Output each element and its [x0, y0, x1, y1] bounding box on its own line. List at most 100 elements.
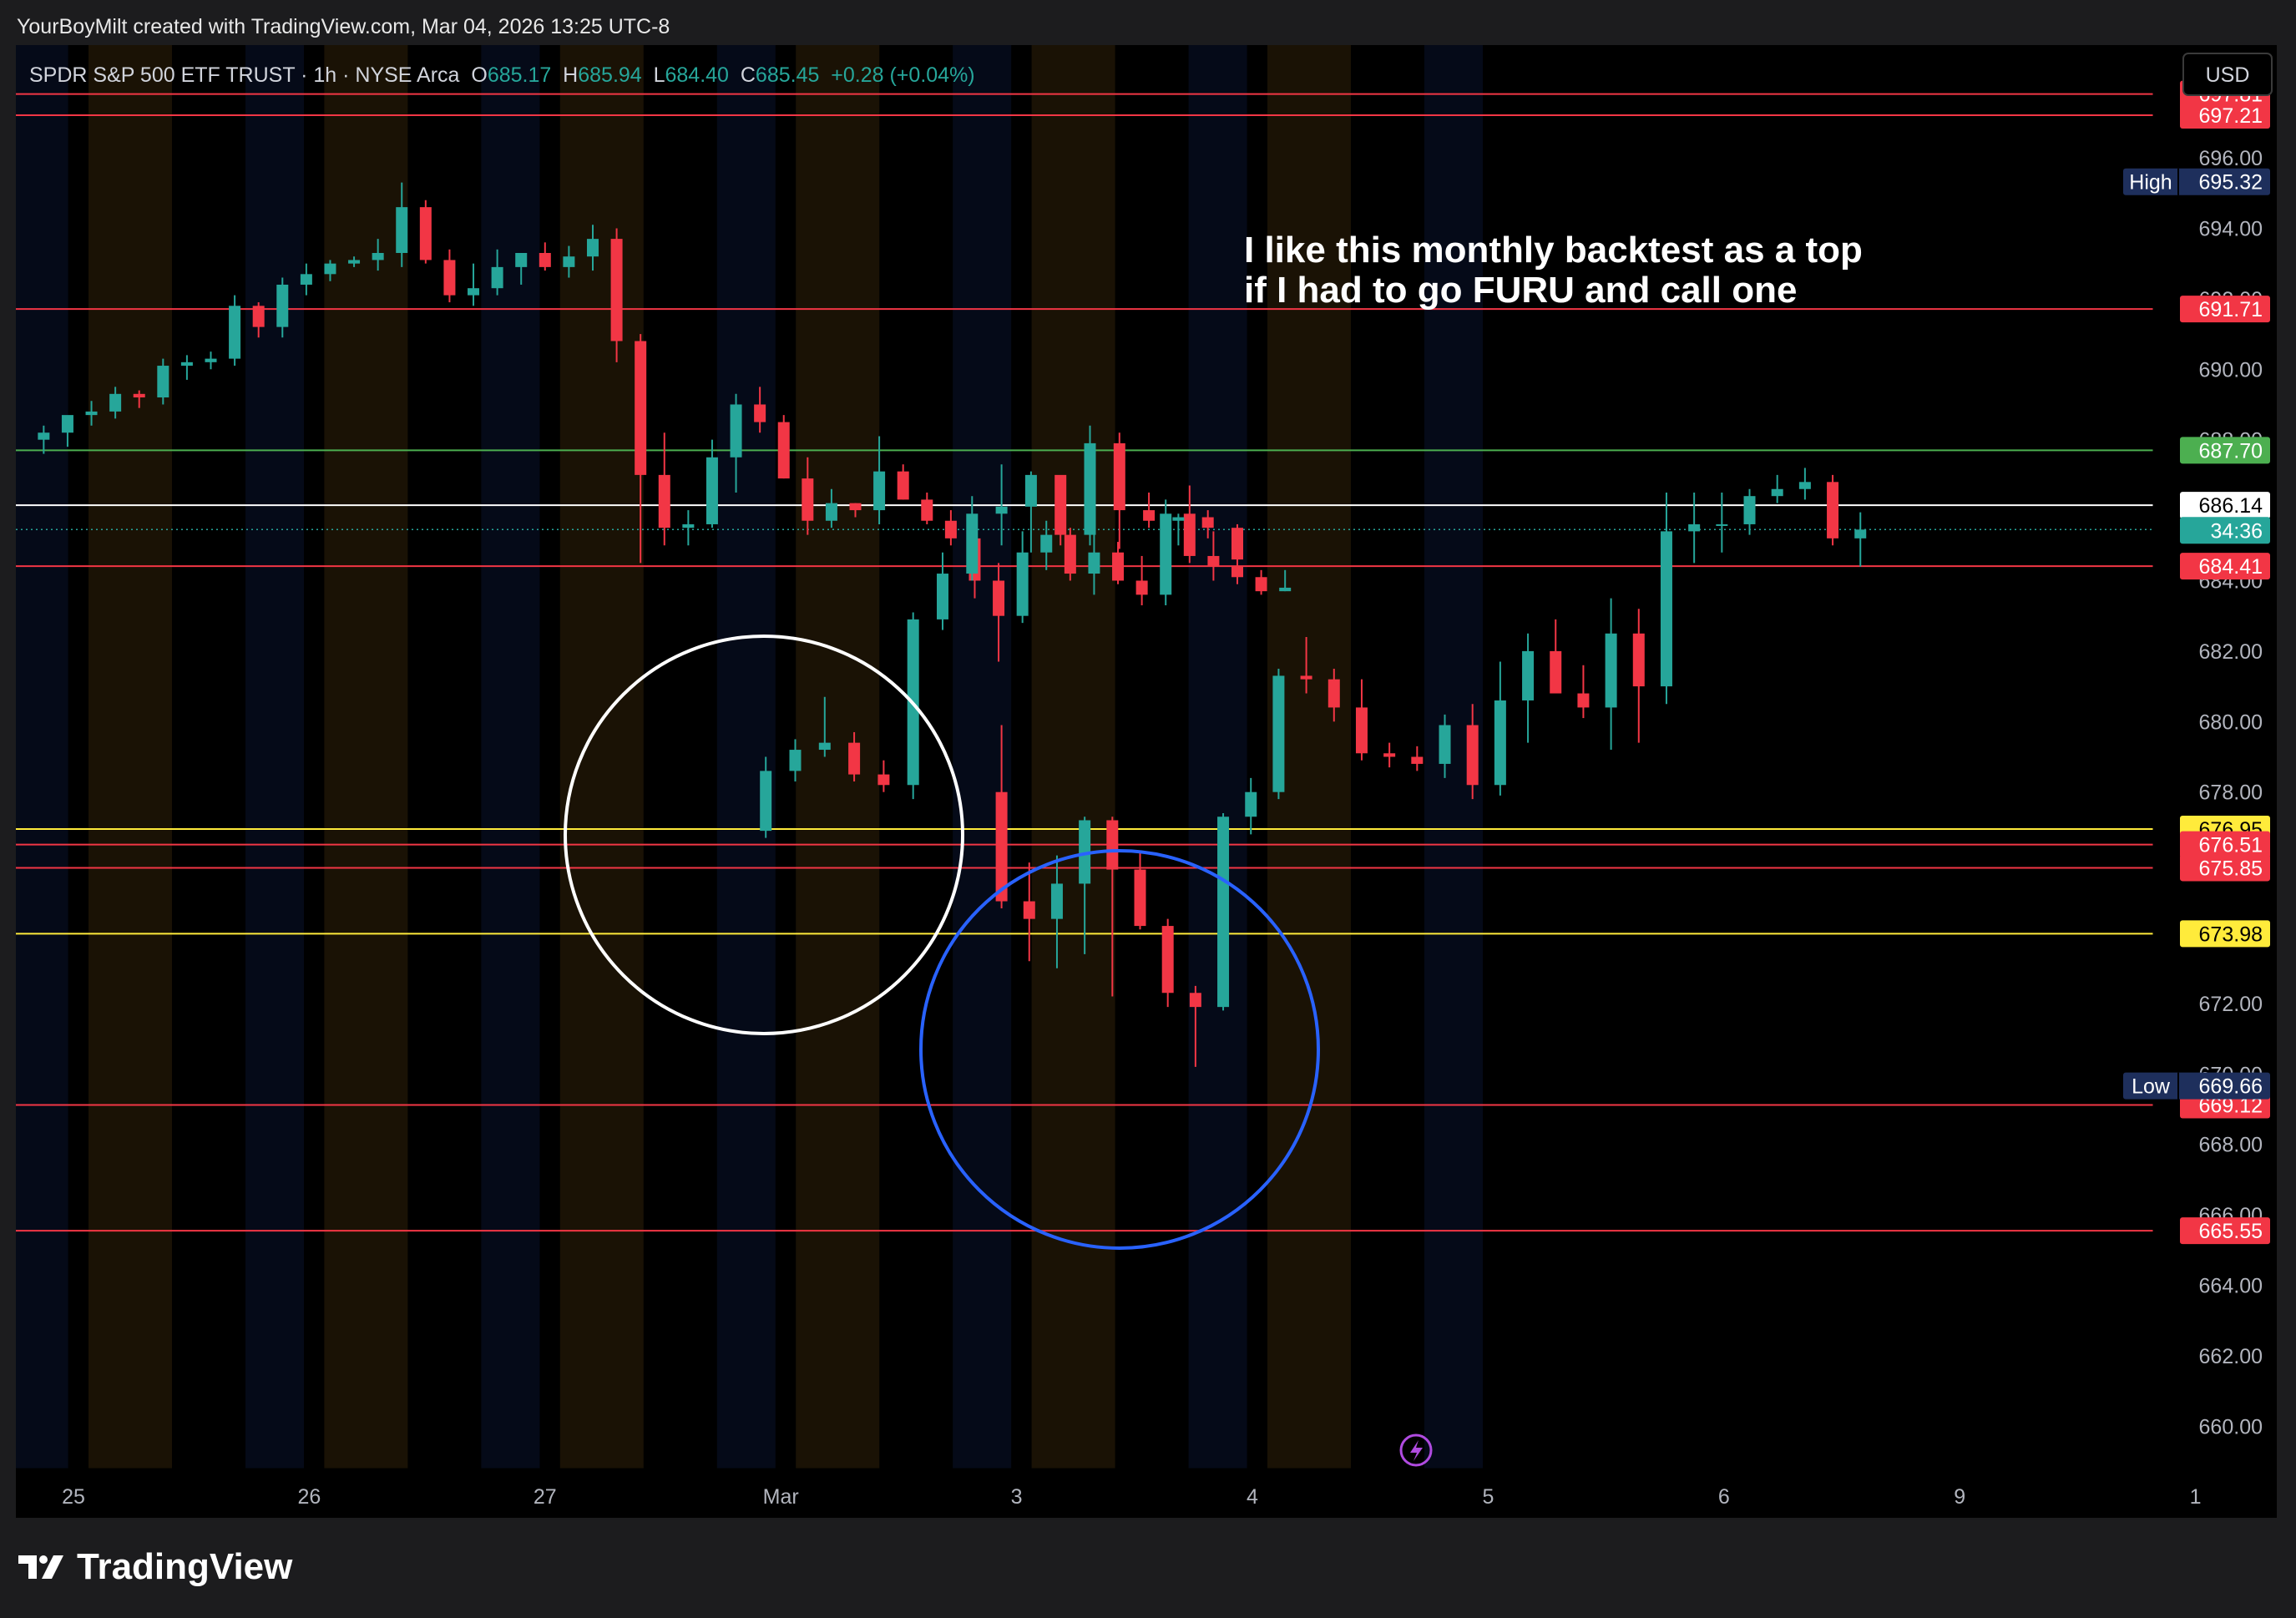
candle-body[interactable] [1632, 633, 1645, 687]
price-level-badge[interactable]: 665.55 [2180, 1217, 2270, 1245]
candle-body[interactable] [937, 574, 948, 619]
currency-button[interactable]: USD [2182, 53, 2273, 96]
candle-body[interactable] [802, 478, 814, 521]
candle-body[interactable] [705, 457, 718, 524]
candle-body[interactable] [133, 393, 145, 398]
candle-body[interactable] [1112, 552, 1125, 581]
candle-body[interactable] [1522, 650, 1535, 700]
price-level-badge[interactable]: 697.21 [2180, 101, 2270, 129]
symbol-legend[interactable]: SPDR S&P 500 ETF TRUST · 1h · NYSE Arca … [29, 63, 975, 87]
candle-body[interactable] [1189, 993, 1201, 1008]
candle-body[interactable] [1079, 820, 1091, 884]
candle-body[interactable] [993, 580, 1005, 616]
candle-body[interactable] [1160, 513, 1172, 595]
candle-body[interactable] [1135, 580, 1148, 595]
annotation-circle-blue[interactable] [919, 849, 1320, 1250]
candle-body[interactable] [229, 306, 241, 359]
candle-body[interactable] [1272, 675, 1285, 792]
candle-body[interactable] [324, 263, 336, 275]
candle-body[interactable] [38, 432, 50, 440]
price-level-badge[interactable]: 686.14 [2180, 492, 2270, 519]
candle-body[interactable] [1827, 482, 1839, 538]
candle-body[interactable] [1279, 587, 1292, 592]
candle-body[interactable] [1660, 531, 1672, 687]
candle-body[interactable] [1113, 442, 1125, 511]
candle-body[interactable] [730, 404, 742, 458]
candle-body[interactable] [1084, 442, 1096, 535]
candle-body[interactable] [1016, 552, 1029, 616]
candle-body[interactable] [1231, 528, 1243, 560]
candle-body[interactable] [635, 341, 647, 475]
candle-body[interactable] [563, 256, 575, 267]
countdown-badge[interactable]: 34:36 [2180, 517, 2270, 544]
candle-body[interactable] [995, 791, 1008, 902]
candle-body[interactable] [443, 260, 456, 296]
lightning-icon[interactable] [1399, 1433, 1433, 1467]
candle-body[interactable] [1383, 753, 1396, 757]
price-level-badge[interactable]: 675.85 [2180, 854, 2270, 882]
candle-body[interactable] [276, 284, 289, 327]
candle-body[interactable] [205, 358, 217, 362]
candle-body[interactable] [995, 506, 1008, 514]
candle-body[interactable] [300, 274, 312, 285]
candle-body[interactable] [109, 393, 122, 412]
candle-body[interactable] [877, 774, 890, 786]
candle-body[interactable] [157, 366, 169, 398]
candle-body[interactable] [1245, 791, 1257, 817]
candle-body[interactable] [1207, 555, 1220, 567]
annotation-circle-white[interactable] [564, 635, 964, 1035]
candle-body[interactable] [1040, 534, 1053, 553]
candle-body[interactable] [944, 520, 957, 538]
candle-body[interactable] [921, 499, 933, 521]
candle-body[interactable] [1161, 926, 1174, 994]
candle-body[interactable] [1743, 496, 1756, 524]
candle-body[interactable] [468, 288, 480, 296]
candle-body[interactable] [61, 415, 73, 433]
candle-body[interactable] [1411, 756, 1424, 764]
candle-body[interactable] [1439, 725, 1451, 764]
candle-body[interactable] [539, 252, 551, 267]
candle-body[interactable] [1854, 529, 1867, 538]
candle-body[interactable] [252, 306, 265, 327]
candle-body[interactable] [1088, 552, 1100, 574]
candle-body[interactable] [658, 474, 670, 528]
candle-body[interactable] [491, 266, 503, 289]
candle-body[interactable] [1494, 700, 1506, 786]
candle-body[interactable] [789, 750, 802, 771]
candle-body[interactable] [1466, 725, 1479, 786]
candle-body[interactable] [1300, 675, 1312, 680]
candle-body[interactable] [1201, 517, 1214, 528]
candle-body[interactable] [1255, 577, 1267, 592]
candle-body[interactable] [1328, 679, 1340, 708]
candle-body[interactable] [1605, 633, 1617, 708]
candle-body[interactable] [1064, 534, 1076, 574]
candle-body[interactable] [1771, 488, 1783, 497]
price-level-badge[interactable]: 687.70 [2180, 437, 2270, 464]
candle-body[interactable] [777, 422, 790, 479]
candle-body[interactable] [1050, 883, 1063, 919]
candle-body[interactable] [180, 362, 193, 367]
candle-body[interactable] [586, 239, 599, 257]
candle-body[interactable] [1023, 901, 1035, 919]
candle-body[interactable] [610, 239, 623, 341]
price-level-badge[interactable]: 684.41 [2180, 553, 2270, 580]
candle-body[interactable] [682, 523, 695, 528]
price-level-badge[interactable]: 673.98 [2180, 920, 2270, 948]
price-level-badge[interactable]: 676.51 [2180, 831, 2270, 858]
candle-body[interactable] [1716, 523, 1728, 526]
candle-body[interactable] [1106, 820, 1119, 870]
price-level-badge[interactable]: 691.71 [2180, 296, 2270, 323]
candle-body[interactable] [825, 503, 837, 521]
candle-body[interactable] [760, 771, 772, 832]
candle-body[interactable] [1355, 707, 1368, 754]
candle-body[interactable] [1054, 474, 1067, 535]
candle-body[interactable] [419, 207, 432, 260]
candle-body[interactable] [515, 252, 528, 267]
candle-body[interactable] [1134, 869, 1146, 927]
candle-body[interactable] [1143, 510, 1156, 521]
candle-body[interactable] [848, 742, 861, 775]
candle-body[interactable] [1231, 566, 1243, 578]
price-chart[interactable]: I like this monthly backtest as a topif … [16, 45, 2277, 1518]
chart-panel[interactable]: I like this monthly backtest as a top if … [16, 45, 2277, 1518]
candle-body[interactable] [348, 260, 361, 264]
